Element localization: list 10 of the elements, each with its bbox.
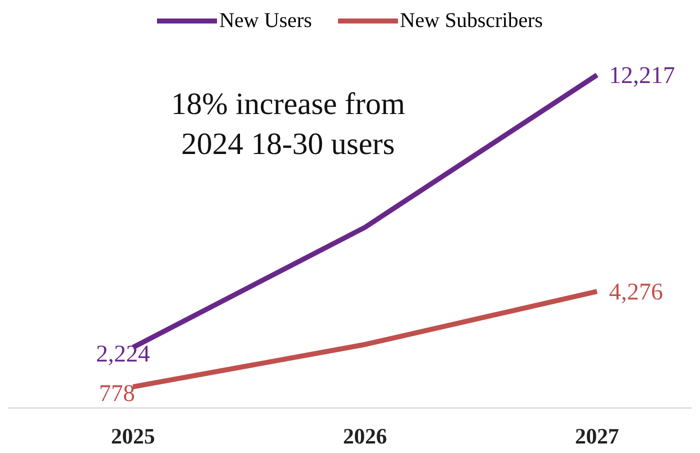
data-label: 778 xyxy=(99,380,135,407)
x-tick-label: 2027 xyxy=(575,424,619,449)
data-label: 2,224 xyxy=(96,341,150,368)
x-tick-label: 2026 xyxy=(343,424,387,449)
legend-label: New Subscribers xyxy=(400,8,543,33)
data-label: 4,276 xyxy=(609,279,663,306)
data-label: 12,217 xyxy=(609,63,675,89)
legend-label: New Users xyxy=(219,8,312,33)
x-tick-label: 2025 xyxy=(111,424,155,449)
annotation: 18% increase from 2024 18-30 users xyxy=(170,85,406,163)
